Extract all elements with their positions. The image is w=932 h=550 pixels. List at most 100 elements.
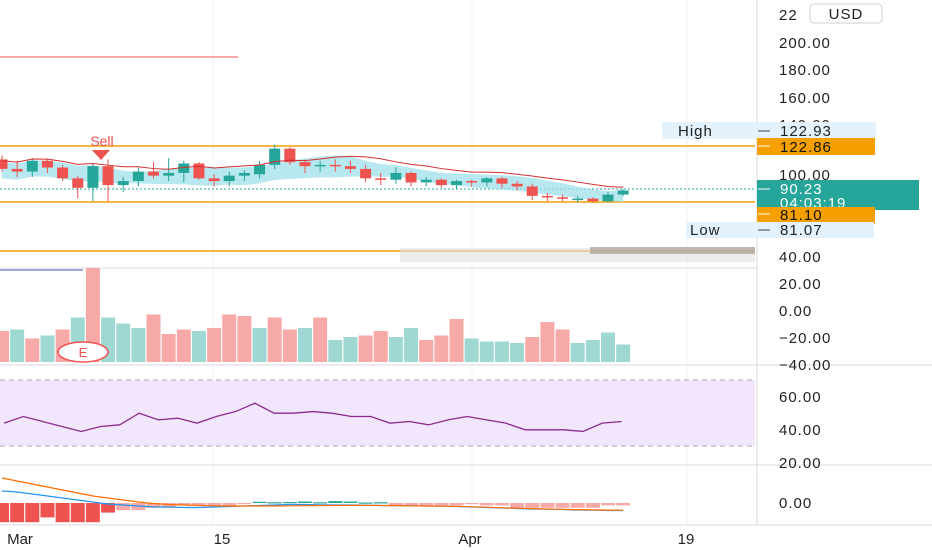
candle-body <box>344 166 356 169</box>
candle-body <box>435 179 447 186</box>
low-tag: Low 81.07 <box>686 222 874 239</box>
volume-bar <box>343 337 358 362</box>
volume-bar <box>419 340 434 362</box>
volume-bar <box>176 329 191 362</box>
candle-body <box>57 167 69 179</box>
macd-histogram-bar <box>601 503 615 506</box>
volume-bar <box>358 335 373 362</box>
macd-histogram-bar <box>298 501 312 503</box>
volume-bar <box>191 331 206 362</box>
candle-body <box>102 166 114 186</box>
macd-histogram-bar <box>616 503 631 506</box>
volume-bar <box>540 322 555 362</box>
macd-histogram-bar <box>222 503 237 506</box>
macd-pane <box>0 477 631 523</box>
last-price-value: 90.23 <box>780 181 823 198</box>
high-line-value: 122.86 <box>780 139 832 156</box>
signal-line <box>1 477 624 511</box>
time-label: 19 <box>678 531 695 548</box>
macd-histogram-bar <box>191 503 206 506</box>
candle-body <box>254 164 266 175</box>
macd-histogram-bar <box>207 503 222 506</box>
volume-bar <box>252 328 267 362</box>
candle-body <box>466 181 478 183</box>
candle-body <box>208 178 220 182</box>
macd-histogram <box>0 501 631 523</box>
volume-bar <box>464 338 479 362</box>
macd-histogram-bar <box>40 503 55 518</box>
volume-bar <box>510 343 525 362</box>
volume-bar <box>434 335 449 362</box>
rsi-tick: 60.00 <box>779 389 822 406</box>
volume-bar <box>237 316 252 362</box>
volume-pane: E <box>0 268 631 363</box>
candle-body <box>269 148 281 165</box>
rsi-pane <box>0 379 755 447</box>
rsi-tick: 20.00 <box>779 455 822 472</box>
volume-bar <box>85 268 100 362</box>
volume-bar <box>207 328 222 362</box>
volume-bar <box>146 314 161 362</box>
macd-histogram-bar <box>585 503 600 508</box>
earnings-badge[interactable] <box>57 341 109 363</box>
volume-bar <box>404 328 419 362</box>
candle-body <box>541 195 553 198</box>
volume-bar <box>313 317 328 362</box>
candle-body <box>557 197 569 199</box>
last-price-tag: 90.23 04:03:19 <box>757 180 919 212</box>
volume-bar <box>40 335 55 362</box>
price-axis[interactable]: 22 USD 200.00 180.00 160.00 140.00 100.0… <box>779 3 883 512</box>
candle-body <box>163 172 175 176</box>
currency-button-bg[interactable] <box>809 3 883 24</box>
macd-histogram-bar <box>328 501 343 503</box>
macd-histogram-bar <box>116 503 131 511</box>
candle-body <box>587 198 599 202</box>
volume-bar <box>10 329 25 362</box>
earnings-label: E <box>79 345 88 360</box>
currency-button[interactable]: USD <box>809 3 883 24</box>
volume-bars <box>0 268 631 362</box>
sell-arrow-icon <box>92 150 110 160</box>
price-tick: 200.00 <box>779 35 831 52</box>
macd-histogram-bar <box>373 502 388 504</box>
macd-histogram-bar <box>146 503 161 508</box>
volume-bar <box>449 319 464 362</box>
currency-label[interactable]: USD <box>829 6 864 23</box>
rsi-line <box>3 402 622 433</box>
macd-histogram-bar <box>176 503 191 506</box>
macd-histogram-bar <box>358 502 373 504</box>
volume-bar <box>0 331 9 362</box>
earnings-marker[interactable]: E <box>57 341 109 363</box>
candle-body <box>390 172 402 180</box>
macd-histogram-bar <box>464 503 479 505</box>
price-tick: 40.00 <box>779 249 822 266</box>
high-value: 122.93 <box>780 123 832 140</box>
volume-bar <box>616 344 631 362</box>
candle-body <box>117 181 129 186</box>
candle-body <box>223 175 235 182</box>
candle-body <box>0 159 8 169</box>
time-axis[interactable]: Mar 15 Apr 19 <box>7 531 694 548</box>
volume-bar <box>555 329 570 362</box>
volume-bar <box>525 337 540 362</box>
macd-histogram-bar <box>0 503 9 523</box>
volume-bar <box>116 323 131 362</box>
volume-bar <box>298 328 312 362</box>
volume-bar <box>222 314 237 362</box>
high-line-tag: 122.86 <box>757 138 875 156</box>
candle-body <box>572 198 584 201</box>
macd-histogram-bar <box>510 503 525 508</box>
candle-body <box>284 148 296 163</box>
volume-tick: −20.00 <box>779 330 831 347</box>
volume-bar <box>328 340 343 362</box>
rsi-tick: 40.00 <box>779 422 822 439</box>
candle-body <box>132 171 144 182</box>
high-tag: High 122.93 <box>662 122 876 140</box>
low-line-value: 81.10 <box>780 207 823 224</box>
macd-histogram-bar <box>25 503 40 523</box>
volume-bar <box>570 343 585 362</box>
candle-body <box>299 162 311 167</box>
candle-body <box>496 178 508 184</box>
volume-bar <box>267 317 282 362</box>
